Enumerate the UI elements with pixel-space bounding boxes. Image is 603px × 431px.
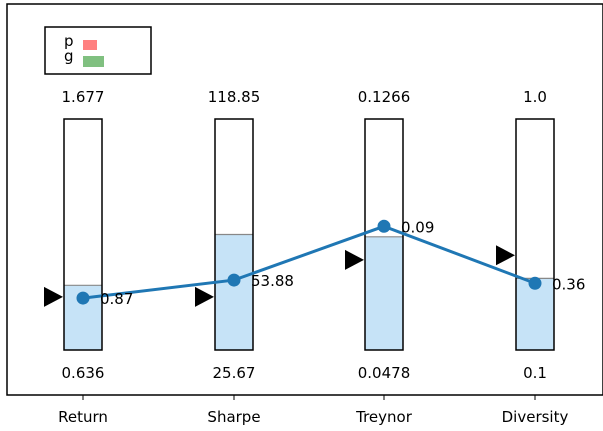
legend-label-g: g: [64, 47, 74, 65]
bars-group: 1.677 0.636 118.85 25.67 0.1266 0.0478 1.0 0.1: [44, 88, 555, 382]
x-tick-label-treynor: Treynor: [355, 408, 413, 426]
range-max-label-sharpe: 118.85: [208, 88, 261, 106]
data-label-sharpe: 53.88: [251, 272, 294, 290]
x-tick-label-return: Return: [58, 408, 108, 426]
right-triangle-icon: [44, 286, 63, 307]
series-line-group: 0.87 53.88 0.09 0.36: [76, 218, 585, 308]
bar-outline-sharpe: [214, 118, 254, 351]
series-line: [82, 224, 536, 300]
bar-outline-diversity: [515, 118, 555, 351]
range-max-label-diversity: 1.0: [523, 88, 547, 106]
legend: p g: [44, 26, 152, 75]
bar-outline-return: [63, 118, 103, 351]
range-min-label-return: 0.636: [62, 364, 105, 382]
right-triangle-icon: [496, 245, 515, 266]
range-min-label-sharpe: 25.67: [213, 364, 256, 382]
data-label-diversity: 0.36: [552, 275, 585, 293]
range-min-label-treynor: 0.0478: [358, 364, 411, 382]
bar-fill-sharpe: [215, 234, 253, 350]
range-max-label-return: 1.677: [62, 88, 105, 106]
range-max-label-treynor: 0.1266: [358, 88, 411, 106]
data-point-sharpe: [227, 273, 241, 287]
data-point-diversity: [528, 276, 542, 290]
legend-label-p: p: [64, 32, 74, 50]
data-point-return: [76, 291, 90, 305]
data-label-return: 0.87: [100, 290, 133, 308]
bar-fill-diversity: [516, 278, 554, 350]
legend-swatch-p: [83, 40, 97, 50]
x-tick-label-diversity: Diversity: [502, 408, 569, 426]
plot-frame: [6, 3, 603, 396]
x-tick-label-sharpe: Sharpe: [207, 408, 260, 426]
right-triangle-icon: [195, 286, 214, 307]
range-min-label-diversity: 0.1: [523, 364, 547, 382]
right-triangle-icon: [345, 249, 364, 270]
data-point-treynor: [377, 219, 391, 233]
data-label-treynor: 0.09: [401, 218, 434, 236]
x-axis: Return Sharpe Treynor Diversity: [58, 395, 568, 426]
legend-box: [44, 26, 152, 75]
bar-fill-treynor: [365, 236, 403, 350]
legend-swatch-g: [83, 56, 104, 67]
